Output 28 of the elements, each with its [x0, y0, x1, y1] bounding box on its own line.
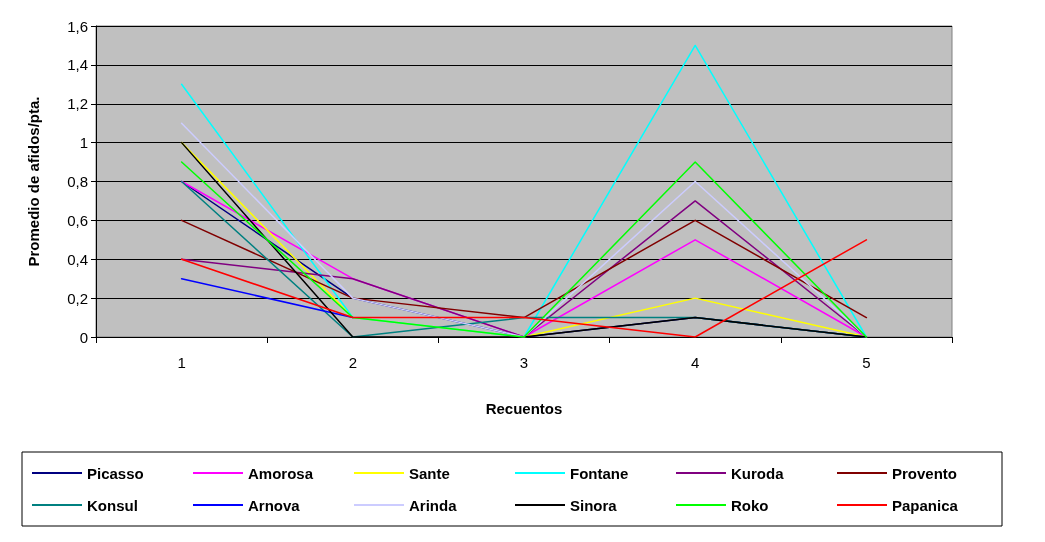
legend-label: Arinda [409, 496, 458, 514]
y-tick-label: 0,4 [67, 250, 88, 268]
legend-label: Provento [892, 464, 958, 482]
legend-label: Roko [731, 496, 769, 514]
legend-label: Sante [409, 464, 450, 482]
y-tick-label: 0,6 [67, 211, 88, 229]
legend-label: Fontane [570, 464, 629, 482]
legend-label: Arnova [248, 496, 301, 514]
legend-label: Sinora [570, 496, 618, 514]
legend-label: Konsul [87, 496, 138, 514]
y-tick-label: 1,4 [67, 56, 88, 74]
legend-label: Picasso [87, 464, 144, 482]
x-tick-label: 5 [862, 354, 871, 371]
x-tick-label: 3 [519, 354, 529, 371]
x-tick-label: 4 [691, 354, 700, 371]
x-tick-label: 1 [177, 354, 186, 371]
y-tick-label: 1 [79, 134, 88, 152]
y-tick-label: 0,8 [67, 173, 88, 190]
y-axis-title: Promedio de afidos/pta. [25, 96, 42, 267]
x-axis-title: Recuentos [485, 400, 563, 417]
legend-label: Amorosa [248, 464, 314, 482]
y-tick-label: 1,6 [67, 17, 88, 35]
y-tick-label: 1,2 [67, 95, 88, 113]
legend-label: Kuroda [731, 464, 785, 482]
legend-label: Papanica [892, 496, 959, 514]
x-tick-label: 2 [348, 354, 357, 371]
y-tick-label: 0,2 [67, 289, 88, 307]
y-tick-label: 0 [79, 328, 88, 346]
